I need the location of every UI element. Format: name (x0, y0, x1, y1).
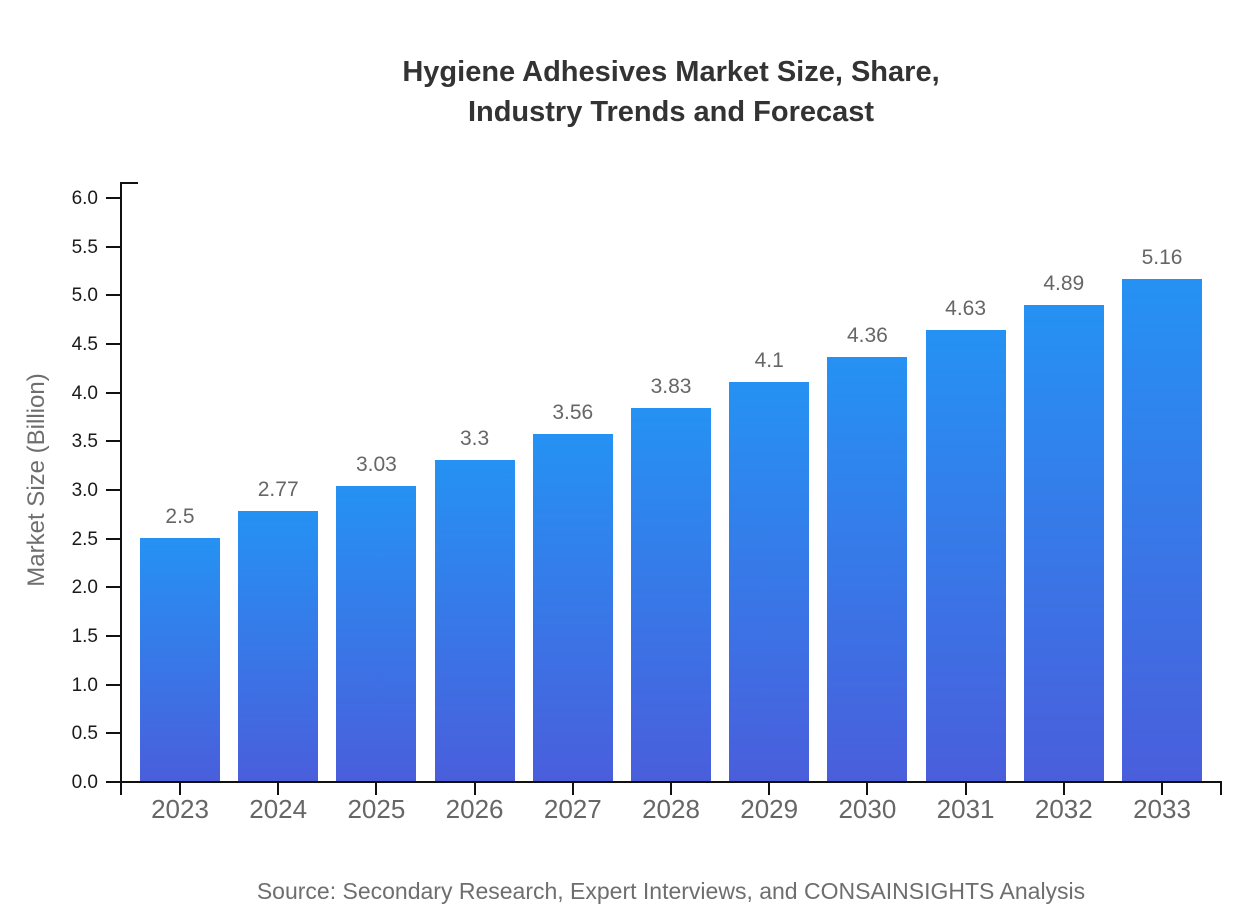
chart-title-line2: Industry Trends and Forecast (467, 96, 875, 128)
y-tick-label: 4.0 (71, 382, 98, 404)
x-tick (1062, 783, 1065, 795)
bar-value-label-2030: 4.36 (846, 323, 888, 347)
y-tick-label: 6.0 (71, 188, 98, 209)
bar-2025 (336, 486, 417, 781)
y-tick-label: 1.5 (71, 626, 98, 647)
source-note: Source: Secondary Research, Expert Inter… (256, 878, 1086, 904)
x-tick (1161, 783, 1163, 795)
bar-2027 (532, 434, 613, 781)
x-tick-label-2026: 2026 (445, 794, 504, 824)
bar-2029 (729, 381, 810, 781)
bar-2023 (140, 537, 220, 781)
y-tick (106, 294, 120, 297)
x-tick-label-2033: 2033 (1133, 794, 1191, 824)
bar-value-label-2029: 4.1 (754, 348, 784, 372)
bar-value-label-2024: 2.77 (257, 478, 299, 502)
x-axis-end-cap (1220, 781, 1222, 795)
x-tick-label-2032: 2032 (1034, 794, 1093, 824)
x-tick-label-2029: 2029 (740, 794, 799, 824)
x-axis-line (120, 781, 1222, 783)
y-tick-label: 4.5 (71, 334, 98, 355)
x-tick-label-2031: 2031 (936, 794, 995, 824)
y-tick (106, 391, 120, 394)
plot-area: 0.0 0.5 1.0 1.5 2.0 2.5 3.0 3.5 4.0 4.5 5.0 5.5 6.0 2… (72, 182, 1222, 824)
y-tick-label: 2.0 (71, 577, 98, 599)
bar-value-label-2028: 3.83 (650, 375, 692, 399)
y-tick (106, 635, 120, 637)
x-tick-label-2023: 2023 (151, 794, 209, 824)
x-tick (473, 783, 476, 795)
y-tick-label: 0.5 (71, 723, 98, 745)
chart-title: Hygiene Adhesives Market Size, Share, In… (120, 52, 1222, 132)
x-tick-label-2030: 2030 (838, 794, 897, 824)
bar-2026 (434, 459, 515, 781)
y-tick (106, 781, 120, 783)
bar-2031 (925, 330, 1006, 781)
bar-2030 (827, 356, 908, 781)
x-tick (375, 783, 378, 795)
y-tick-label: 1.0 (71, 674, 98, 696)
x-tick-label-2024: 2024 (249, 794, 308, 824)
y-tick-label: 5.5 (71, 236, 98, 258)
y-tick-label: 5.0 (71, 285, 98, 307)
bar-value-label-2027: 3.56 (552, 401, 594, 425)
x-tick (179, 783, 181, 795)
x-tick-label-2028: 2028 (642, 794, 700, 824)
bar-value-label-2033: 5.16 (1141, 245, 1183, 269)
x-tick (277, 783, 280, 795)
y-tick-label: 0.0 (71, 772, 98, 793)
bar-2033 (1122, 278, 1202, 781)
y-tick (106, 343, 120, 345)
y-tick (106, 586, 120, 589)
bar-value-label-2025: 3.03 (355, 453, 397, 477)
y-tick (106, 197, 120, 199)
bar-2024 (238, 511, 319, 781)
bar-2032 (1023, 305, 1104, 781)
y-tick (106, 440, 120, 443)
y-tick (106, 732, 120, 735)
y-tick (106, 537, 120, 540)
y-tick (106, 245, 120, 248)
y-tick-label: 3.0 (71, 480, 98, 501)
x-tick (670, 783, 672, 795)
y-tick-label: 3.5 (71, 431, 98, 453)
x-tick-label-2027: 2027 (543, 794, 602, 824)
bar-value-label-2032: 4.89 (1043, 272, 1085, 296)
bar-value-label-2023: 2.5 (165, 504, 195, 528)
x-tick (571, 783, 574, 795)
y-axis-end-cap (120, 182, 138, 184)
bar-value-label-2031: 4.63 (945, 297, 987, 321)
bar-2028 (631, 408, 711, 781)
y-tick (106, 683, 120, 686)
x-tick (768, 783, 771, 795)
x-tick (866, 783, 869, 795)
x-tick-label-2025: 2025 (347, 794, 406, 824)
x-tick (964, 783, 967, 795)
bar-value-label-2026: 3.3 (459, 426, 490, 450)
chart-title-line1: Hygiene Adhesives Market Size, Share, (402, 56, 940, 88)
y-tick (106, 489, 120, 491)
y-tick-label: 2.5 (71, 528, 98, 550)
y-axis-line (120, 182, 122, 795)
